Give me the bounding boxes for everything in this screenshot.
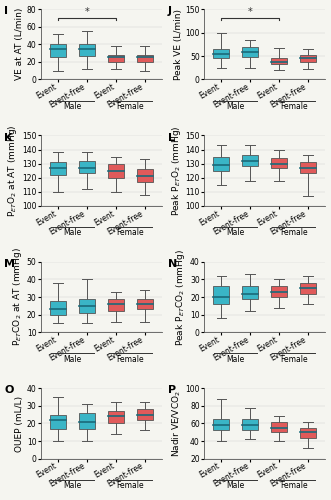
Bar [137, 55, 153, 62]
Bar [242, 46, 258, 57]
Bar [300, 428, 316, 438]
Text: L: L [167, 132, 174, 142]
Bar [271, 58, 287, 64]
Y-axis label: Peak P$_{ET}$O$_2$ (mmHg): Peak P$_{ET}$O$_2$ (mmHg) [169, 126, 182, 216]
Bar [300, 162, 316, 173]
Text: K: K [4, 132, 13, 142]
Text: Female: Female [117, 481, 144, 490]
Text: M: M [4, 259, 15, 269]
Bar [50, 162, 66, 175]
Text: Male: Male [63, 481, 81, 490]
Text: Female: Female [280, 481, 307, 490]
Bar [271, 158, 287, 168]
Bar [213, 286, 229, 304]
Bar [79, 44, 95, 56]
Bar [137, 299, 153, 310]
Text: I: I [4, 6, 8, 16]
Bar [137, 170, 153, 182]
Bar [213, 419, 229, 430]
Y-axis label: Nadir VE/VCO$_2$: Nadir VE/VCO$_2$ [170, 390, 182, 457]
Bar [213, 156, 229, 170]
Text: Female: Female [117, 102, 144, 111]
Text: Male: Male [227, 355, 245, 364]
Bar [242, 286, 258, 299]
Text: J: J [167, 6, 171, 16]
Bar [108, 411, 124, 424]
Text: Male: Male [63, 355, 81, 364]
Y-axis label: Peak P$_{ET}$CO$_2$ (mmHg): Peak P$_{ET}$CO$_2$ (mmHg) [174, 248, 187, 346]
Text: Male: Male [227, 228, 245, 237]
Text: *: * [84, 7, 89, 17]
Bar [242, 419, 258, 430]
Bar [108, 55, 124, 62]
Text: Female: Female [280, 355, 307, 364]
Bar [50, 300, 66, 314]
Bar [50, 414, 66, 428]
Text: O: O [4, 386, 14, 396]
Bar [108, 164, 124, 177]
Bar [300, 55, 316, 62]
Text: Female: Female [280, 102, 307, 111]
Text: Male: Male [227, 102, 245, 111]
Text: *: * [248, 7, 253, 17]
Y-axis label: OUEP (mL/L): OUEP (mL/L) [15, 396, 24, 452]
Bar [50, 44, 66, 58]
Bar [137, 410, 153, 420]
Y-axis label: P$_{ET}$CO$_2$ at AT (mmHg): P$_{ET}$CO$_2$ at AT (mmHg) [11, 248, 24, 346]
Text: Female: Female [280, 228, 307, 237]
Bar [79, 413, 95, 428]
Text: Female: Female [117, 355, 144, 364]
Text: N: N [167, 259, 177, 269]
Y-axis label: VE at AT (L/min): VE at AT (L/min) [15, 8, 24, 81]
Bar [242, 155, 258, 166]
Y-axis label: Peak VE (L/min): Peak VE (L/min) [173, 9, 182, 80]
Text: Male: Male [63, 228, 81, 237]
Bar [79, 161, 95, 173]
Bar [271, 422, 287, 432]
Text: P: P [167, 386, 176, 396]
Bar [300, 283, 316, 294]
Bar [213, 49, 229, 58]
Text: Male: Male [63, 102, 81, 111]
Bar [108, 299, 124, 311]
Text: Female: Female [117, 228, 144, 237]
Bar [271, 286, 287, 297]
Y-axis label: P$_{ET}$O$_2$ at AT (mmHg): P$_{ET}$O$_2$ at AT (mmHg) [6, 124, 19, 217]
Bar [79, 299, 95, 313]
Text: Male: Male [227, 481, 245, 490]
